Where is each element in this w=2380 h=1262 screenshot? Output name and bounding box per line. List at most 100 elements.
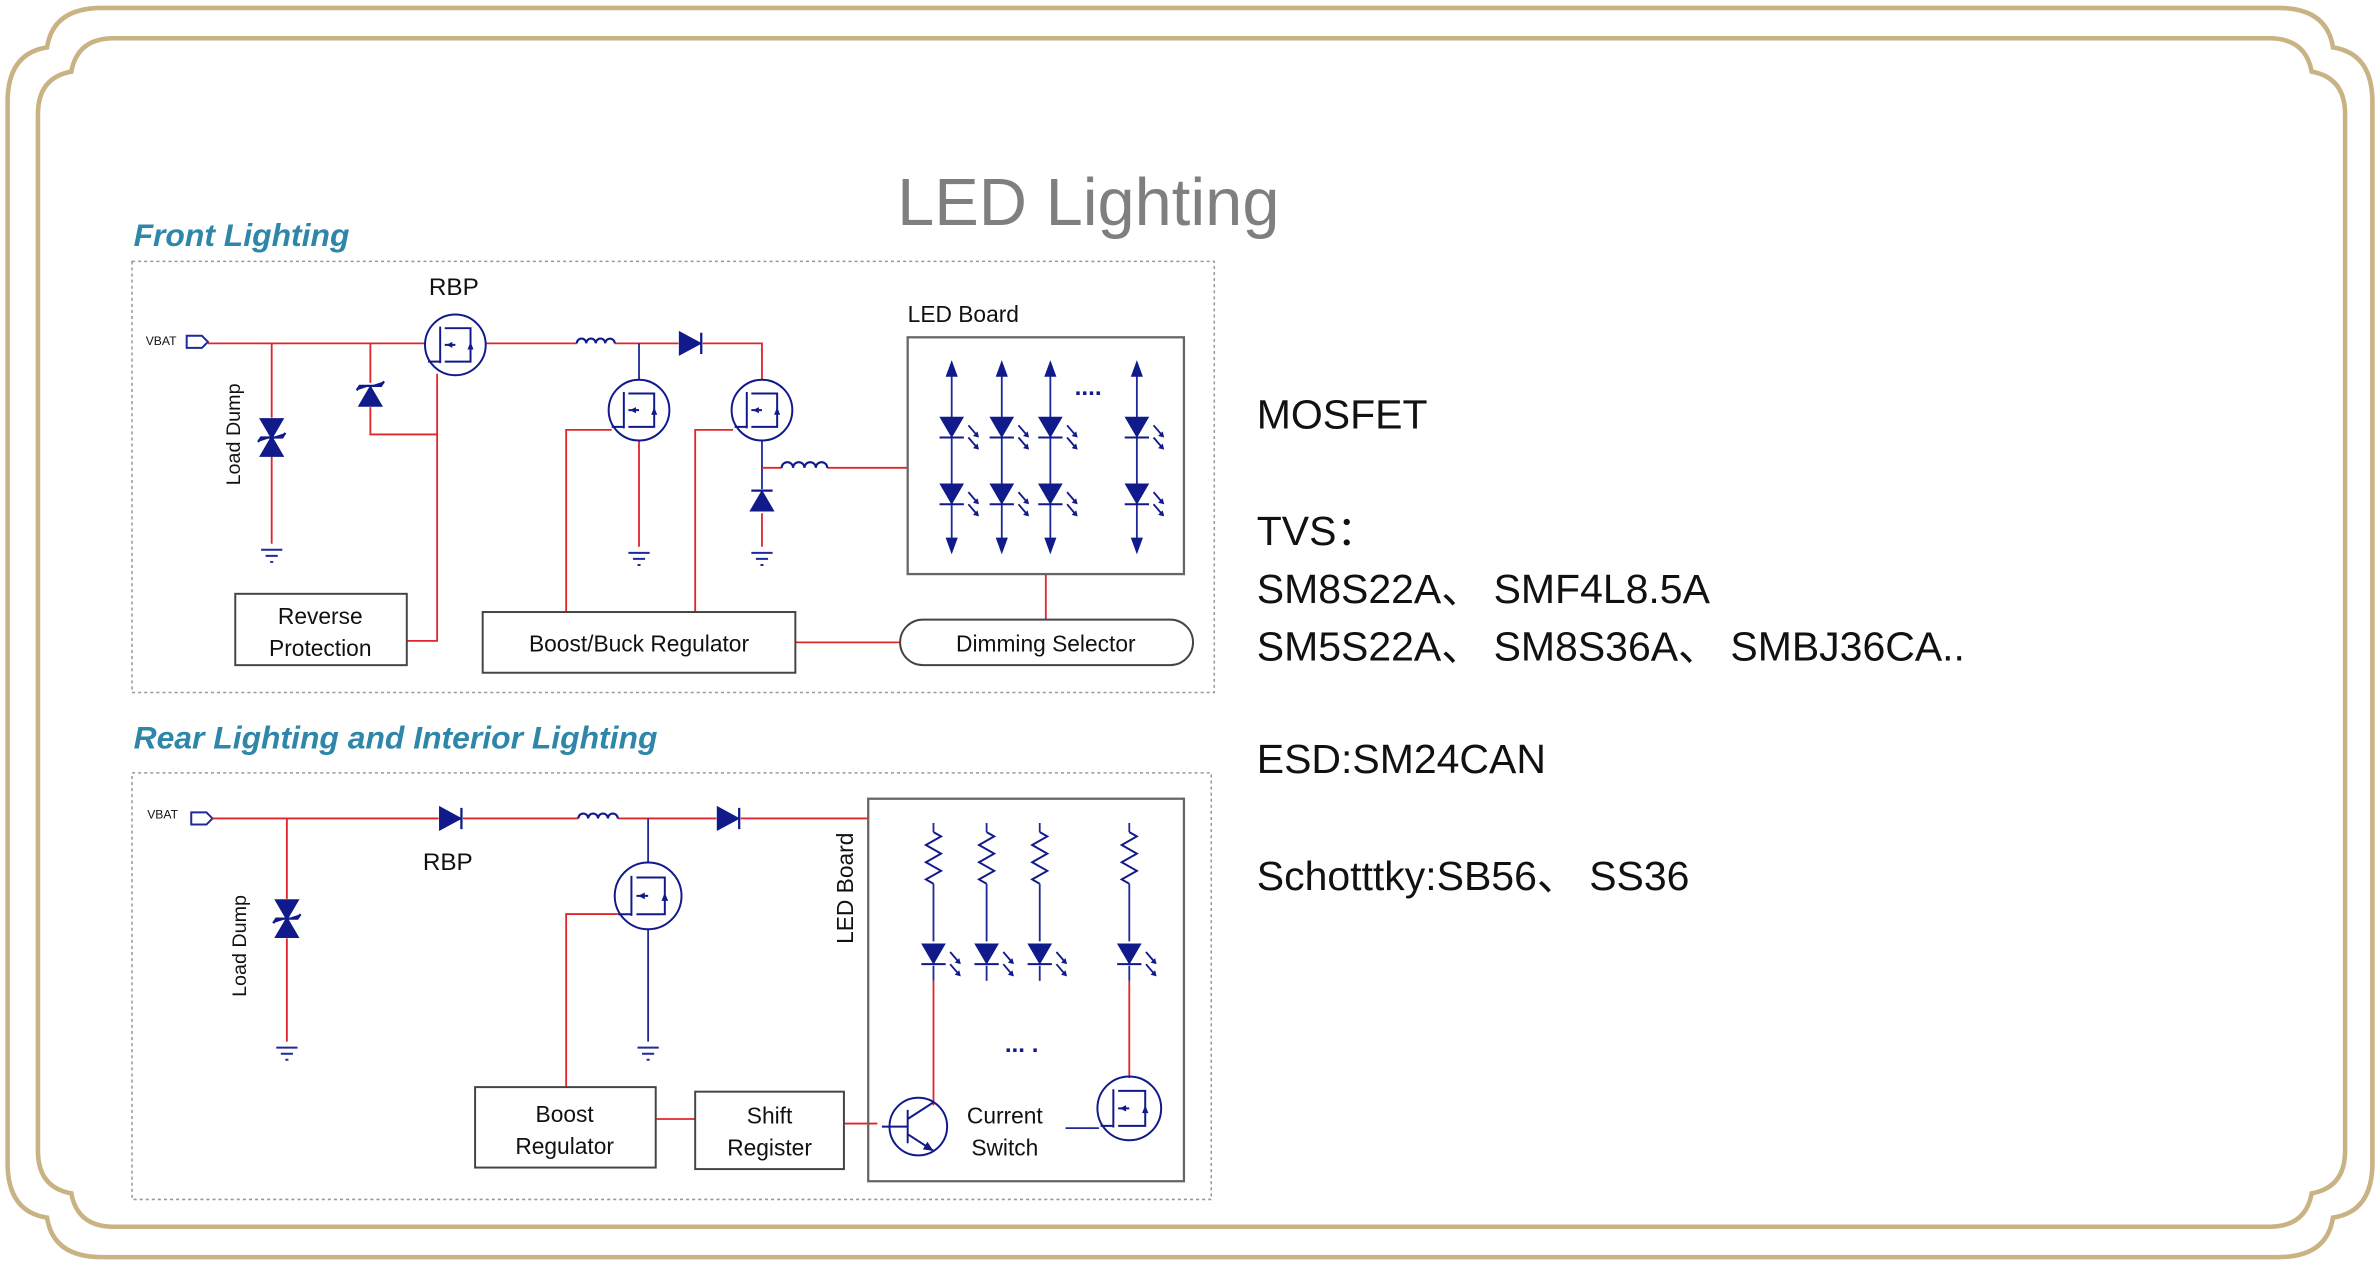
shift-register-label: Register	[727, 1134, 812, 1160]
led-diode	[989, 416, 1015, 439]
mosfet-body	[613, 861, 683, 931]
rear-load-dump-label: Load Dump	[229, 895, 251, 997]
led-diode	[1038, 416, 1063, 439]
led-arrow-heads	[1158, 498, 1165, 517]
component-line: MOSFET	[1257, 391, 1428, 437]
rear-lighting-circuit	[190, 797, 1186, 1183]
led-arrow-heads	[1150, 958, 1157, 977]
wire	[406, 373, 439, 642]
arrow-up-icon	[1130, 360, 1143, 377]
mosfet-icon	[613, 861, 683, 931]
front-lighting-circuit	[185, 313, 1186, 644]
component-line: SM8S22A、 SMF4L8.5A	[1257, 566, 1711, 612]
tvs-diode-icon	[257, 418, 287, 457]
inductor-icon	[780, 461, 829, 468]
led-board-box	[867, 797, 1186, 1183]
tvs-diode-icon	[272, 899, 302, 938]
mosfet-body	[730, 378, 794, 442]
frame-border	[5, 5, 2375, 1260]
led-arrow-heads	[1060, 958, 1068, 977]
wire	[369, 407, 438, 436]
inductor-icon	[575, 337, 616, 344]
led-arrow-heads	[954, 958, 961, 977]
arrow-down-icon	[995, 537, 1008, 555]
mosfet-body	[607, 378, 671, 442]
page-title: LED Lighting	[897, 166, 1279, 240]
led-icon	[974, 943, 1014, 977]
mosfet-diode	[1119, 1105, 1149, 1114]
mosfet-body	[424, 313, 487, 377]
reverse-protection-label: Protection	[269, 635, 371, 661]
led-arrow-heads	[1023, 498, 1030, 517]
led-diode	[1116, 943, 1142, 966]
led-diode	[1038, 483, 1063, 506]
resistor-icon	[977, 831, 997, 885]
led-icon	[1027, 943, 1068, 977]
bjt-lines	[881, 1101, 935, 1152]
component-list: MOSFET TVS： SM8S22A、 SMF4L8.5A SM5S22A、 …	[1257, 391, 1965, 898]
led-diode	[989, 483, 1015, 506]
led-icon	[1038, 483, 1078, 517]
mosfet-diode	[752, 407, 781, 415]
led-diode	[974, 943, 999, 966]
ground-icon	[751, 551, 773, 566]
led-arrow-heads	[1071, 498, 1078, 517]
led-board-box	[906, 336, 1186, 576]
led-arrow-heads	[972, 431, 980, 450]
led-icon	[1124, 416, 1165, 450]
led-arrow-heads	[1071, 431, 1078, 450]
boost-buck-regulator-label: Boost/Buck Regulator	[529, 630, 749, 656]
arrow-down-icon	[1130, 537, 1143, 555]
diode-icon	[678, 330, 703, 356]
front-led-board-label: LED Board	[908, 301, 1019, 327]
resistor-icon	[1119, 831, 1139, 885]
mosfet-diode	[638, 892, 669, 901]
arrow-down-icon	[945, 537, 958, 555]
rear-led-board-label: LED Board	[832, 833, 858, 944]
component-line: TVS：	[1257, 508, 1378, 554]
front-vbat-label: VBAT	[146, 334, 177, 348]
mosfet-icon	[730, 378, 794, 442]
rear-ellipsis: ... .	[1005, 1031, 1039, 1058]
component-line: SM5S22A、 SM8S36A、 SMBJ36CA..	[1257, 624, 1965, 670]
led-arrow-heads	[1007, 958, 1014, 977]
bjt-transistor-icon	[881, 1096, 949, 1157]
front-rbp-label: RBP	[429, 274, 479, 301]
ground-icon	[637, 1046, 659, 1061]
resistor-icon	[923, 831, 944, 885]
led-diode	[939, 416, 965, 439]
led-icon	[1124, 483, 1165, 517]
mosfet-body	[1096, 1075, 1163, 1142]
frame-border	[35, 35, 2348, 1230]
arrow-up-icon	[1044, 360, 1057, 377]
component-line: Schotttky:SB56、 SS36	[1257, 853, 1690, 899]
current-switch-label: Current	[967, 1103, 1044, 1129]
ground-icon	[628, 551, 650, 566]
dimming-selector-label: Dimming Selector	[956, 630, 1136, 656]
led-icon	[939, 483, 980, 517]
reverse-protection-label: Reverse	[278, 603, 363, 629]
diode-icon	[716, 805, 741, 831]
boost-regulator-label: Regulator	[515, 1133, 614, 1159]
mosfet-diode	[446, 341, 474, 350]
led-icon	[1038, 416, 1078, 450]
mosfet-icon	[1096, 1075, 1163, 1142]
front-lighting-heading: Front Lighting	[134, 217, 350, 253]
led-diode	[939, 483, 965, 506]
arrow-down-icon	[1044, 537, 1057, 555]
led-icon	[989, 416, 1030, 450]
dimming-selector-pill	[899, 618, 1195, 667]
led-arrow-heads	[972, 498, 980, 517]
reverse-protection-box	[234, 592, 408, 667]
zener-diode-icon	[355, 380, 385, 407]
shift-register-label: Shift	[747, 1103, 793, 1129]
boost-regulator-label: Boost	[536, 1101, 595, 1127]
ground-icon	[276, 1046, 298, 1061]
diode-icon	[439, 805, 463, 831]
wire	[702, 342, 763, 380]
arrow-up-icon	[995, 360, 1008, 377]
vbat-connector-icon	[190, 811, 214, 826]
led-icon	[1116, 943, 1157, 977]
shift-register-box	[694, 1090, 845, 1171]
vbat-connector-icon	[185, 334, 210, 349]
